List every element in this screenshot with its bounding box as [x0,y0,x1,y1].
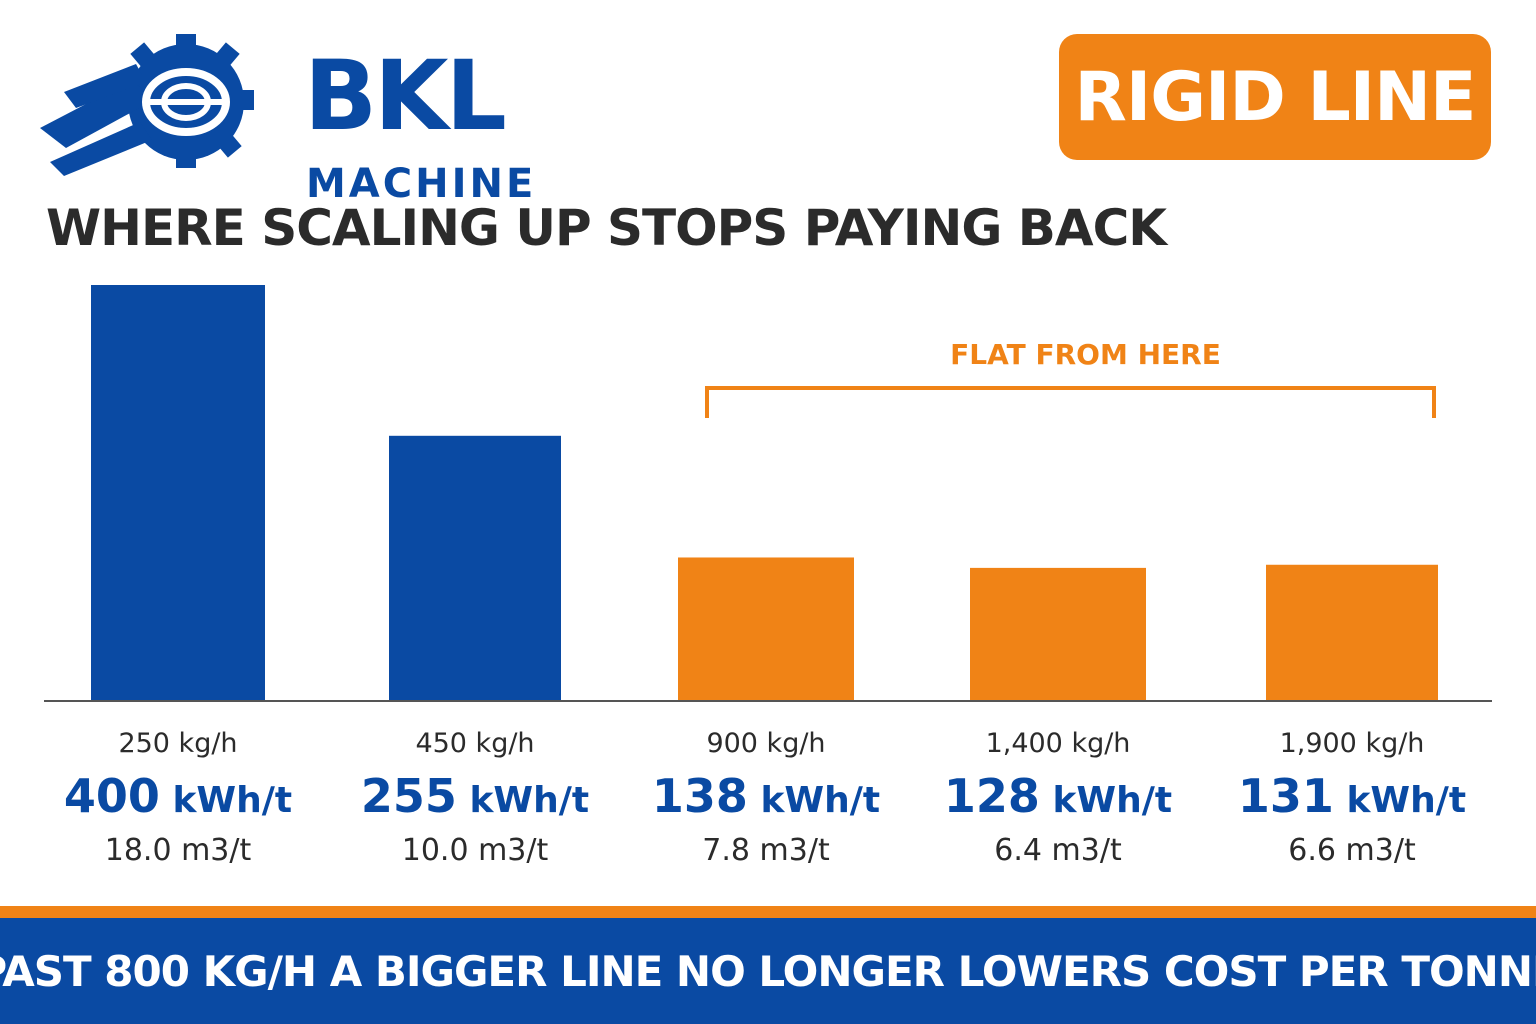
value-number: 138 [652,769,748,823]
bar-chart: 250 kg/h 400 kWh/t 18.0 m3/t 450 kg/h 255 kW… [44,285,1492,868]
annotation-label: FLAT FROM HERE [950,338,1221,371]
category-label: 1,400 kg/h [986,728,1131,759]
gear-globe-icon [40,34,254,176]
bar-0 [91,285,265,701]
secondary-label: 7.8 m3/t [702,833,830,868]
value-label: 400 kWh/t [64,769,292,823]
secondary-label: 6.4 m3/t [994,833,1122,868]
value-label: 131 kWh/t [1238,769,1466,823]
brand-name: BKL [304,40,507,152]
value-label: 255 kWh/t [361,769,589,823]
value-unit: kWh/t [457,780,589,821]
bar-3 [970,567,1146,701]
value-number: 255 [361,769,457,823]
value-number: 400 [64,769,160,823]
chart-title: WHERE SCALING UP STOPS PAYING BACK [46,199,1167,257]
footer-stripe [0,906,1536,918]
category-label: 1,900 kg/h [1280,728,1425,759]
value-number: 128 [944,769,1040,823]
secondary-label: 6.6 m3/t [1288,833,1416,868]
value-unit: kWh/t [1040,780,1172,821]
secondary-label: 10.0 m3/t [402,833,549,868]
category-label: 900 kg/h [706,728,825,759]
value-unit: kWh/t [160,780,292,821]
bar-2 [678,557,854,701]
category-label: 450 kg/h [415,728,534,759]
value-label: 138 kWh/t [652,769,880,823]
bar-1 [389,435,561,701]
value-number: 131 [1238,769,1334,823]
annotation-bracket [705,386,1436,418]
brand-logo: BKL MACHINE [36,30,556,204]
category-label: 250 kg/h [118,728,237,759]
brand-subtitle: MACHINE [306,161,537,207]
bar-4 [1266,564,1438,701]
secondary-label: 18.0 m3/t [105,833,252,868]
value-unit: kWh/t [1334,780,1466,821]
line-type-badge: RIGID LINE [1059,34,1491,160]
value-unit: kWh/t [748,780,880,821]
value-label: 128 kWh/t [944,769,1172,823]
footer-banner: PAST 800 KG/H A BIGGER LINE NO LONGER LO… [0,918,1536,1024]
